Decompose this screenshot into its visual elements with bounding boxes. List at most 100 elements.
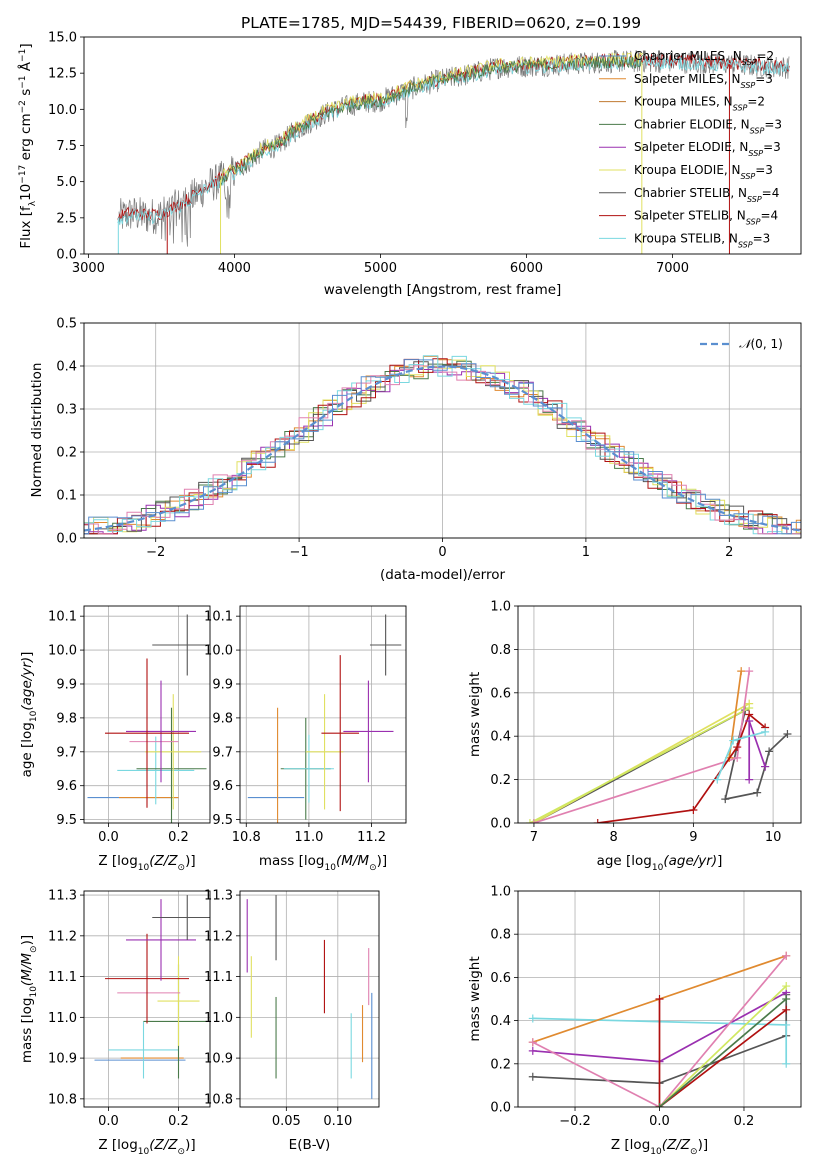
mass-weight-point: [745, 775, 754, 784]
age_vs_Z-axes: 0.0 0.2 9.5 9.6 9.7 9.8 9.9 10.0 10.1: [48, 606, 210, 845]
y-tick-label: 9.8: [56, 711, 77, 726]
y-tick-label: 11.0: [48, 1011, 77, 1026]
x-tick-label: −1: [290, 545, 309, 560]
y-tick-label: 0.2: [490, 773, 511, 788]
y-tick-label: 0.2: [490, 1057, 511, 1072]
y-tick-label: 0.3: [56, 403, 77, 418]
legend-entry: Chabrier ELODIE, NSSP=3: [634, 117, 782, 135]
model-spectrum-line: [117, 56, 790, 226]
x-tick-label: 0.2: [168, 1114, 189, 1129]
y-tick-label: 0.6: [490, 686, 511, 701]
x-axis-label: (data-model)/error: [380, 567, 506, 583]
x-tick-label: 5000: [364, 261, 397, 276]
mass-weight-point: [782, 995, 791, 1003]
legend-entry: Salpeter STELIB, NSSP=4: [634, 209, 778, 227]
mass-weight-point: [655, 1103, 664, 1107]
y-tick-label: 0.8: [490, 928, 511, 943]
y-tick-label: 11.1: [204, 970, 233, 985]
y-tick-label: 9.7: [56, 745, 77, 760]
x-axis-label: Z [log10(Z/Z⊙)]: [98, 853, 195, 873]
mass-weight-point: [733, 753, 742, 762]
y-tick-label: 10.9: [204, 1052, 233, 1067]
y-tick-label: 9.6: [212, 779, 233, 794]
mass-weight-point: [528, 1014, 537, 1023]
y-axis-label: Flux [fλ10−17 erg cm−2 s−1 Å−1]: [17, 43, 38, 248]
y-tick-label: 10.1: [48, 610, 77, 625]
y-tick-label: 0.8: [490, 643, 511, 658]
y-tick-label: 15.0: [48, 31, 77, 46]
legend-entry: Salpeter ELODIE, NSSP=3: [634, 140, 781, 158]
axes-frame: [239, 890, 380, 1108]
y-axis-label: age [log10(age/yr)]: [19, 652, 39, 778]
x-tick-label: 8: [610, 830, 618, 845]
y-tick-label: 0.5: [56, 317, 77, 332]
age_vs_mass-axes: 10.8 11.0 11.2 9.5 9.6 9.7 9.8 9.9 10.0 10.1: [204, 606, 406, 845]
residuals-axes: −2 −1 0 1 2 0.0 0.1 0.2 0.3 0.4 0.5: [56, 317, 801, 560]
mass-weight-point: [689, 805, 698, 814]
legend-entry: Kroupa MILES, NSSP=2: [634, 95, 765, 113]
legend-entry: Salpeter MILES, NSSP=3: [634, 72, 773, 90]
histogram-series-line: [84, 355, 801, 535]
mass_vs_ebv-axes: 0.05 0.10 10.8 10.9 11.0 11.1 11.2 11.3: [204, 889, 379, 1129]
mass-weight-point: [782, 1059, 791, 1068]
x-tick-label: 0.0: [98, 830, 119, 845]
mass-weight-point: [655, 995, 664, 1003]
y-tick-label: 11.2: [204, 929, 233, 944]
x-tick-label: 0.2: [734, 1114, 755, 1129]
y-axis-label: Normed distribution: [29, 363, 45, 498]
mass-weight-series-line: [533, 702, 750, 823]
mass-weight-point: [782, 951, 791, 960]
x-axis-label: age [log10(age/yr)]: [597, 853, 723, 873]
y-tick-label: 9.9: [212, 677, 233, 692]
mass-weight-series-line: [532, 955, 787, 1107]
y-tick-label: 0.1: [56, 489, 77, 504]
mass-weight-point: [713, 775, 722, 784]
y-tick-label: 2.5: [56, 211, 77, 226]
x-tick-label: 7000: [656, 261, 689, 276]
y-axis-label: mass [log10(M/M⊙)]: [19, 935, 39, 1063]
y-tick-label: 10.0: [48, 644, 77, 659]
age_vs_Z-plot: [87, 614, 210, 823]
y-tick-label: 10.9: [48, 1052, 77, 1067]
y-tick-label: 0.2: [56, 446, 77, 461]
y-tick-label: 10.0: [204, 644, 233, 659]
mass-weight-point: [782, 1020, 791, 1029]
figure-title: PLATE=1785, MJD=54439, FIBERID=0620, z=0…: [241, 14, 641, 32]
x-tick-label: −2: [146, 545, 165, 560]
x-axis-label: Z [log10(Z/Z⊙)]: [611, 1137, 708, 1157]
axes-frame: [83, 890, 211, 1108]
mass-weight-point: [761, 762, 770, 771]
x-tick-label: −0.2: [559, 1114, 591, 1129]
y-tick-label: 9.5: [212, 813, 233, 828]
mass-weight-point: [745, 667, 754, 676]
mass-weight-point: [761, 727, 770, 736]
x-tick-label: 1: [582, 545, 590, 560]
mass-weight-series-line: [748, 720, 766, 780]
y-tick-label: 7.5: [56, 139, 77, 154]
x-tick-label: 4000: [218, 261, 251, 276]
y-tick-label: 10.8: [204, 1092, 233, 1107]
y-tick-label: 9.6: [56, 779, 77, 794]
mass-weight-series-line: [658, 999, 787, 1107]
y-tick-label: 0.4: [490, 1014, 511, 1029]
x-axis-label: mass [log10(M/M⊙)]: [259, 853, 387, 873]
observed-spectrum-line: [118, 50, 790, 247]
legend-entry: Kroupa ELODIE, NSSP=3: [634, 163, 773, 181]
x-tick-label: 0.05: [272, 1114, 301, 1129]
x-tick-label: 6000: [510, 261, 543, 276]
x-tick-label: 0.0: [98, 1114, 119, 1129]
y-tick-label: 1.0: [490, 885, 511, 900]
age_vs_mass-plot: [247, 614, 402, 823]
mass-weight-series-line: [658, 985, 787, 1107]
x-tick-label: 0: [438, 545, 446, 560]
mass-weight-point: [528, 1072, 537, 1081]
axes-frame: [83, 605, 211, 824]
y-tick-label: 0.6: [490, 971, 511, 986]
legend-entry: Kroupa STELIB, NSSP=3: [634, 231, 770, 249]
y-tick-label: 10.1: [204, 610, 233, 625]
residuals-plot: [84, 355, 801, 535]
y-tick-label: 9.8: [212, 711, 233, 726]
legend-entry: Chabrier STELIB, NSSP=4: [634, 186, 779, 204]
mass-weight-series-line: [529, 707, 750, 823]
